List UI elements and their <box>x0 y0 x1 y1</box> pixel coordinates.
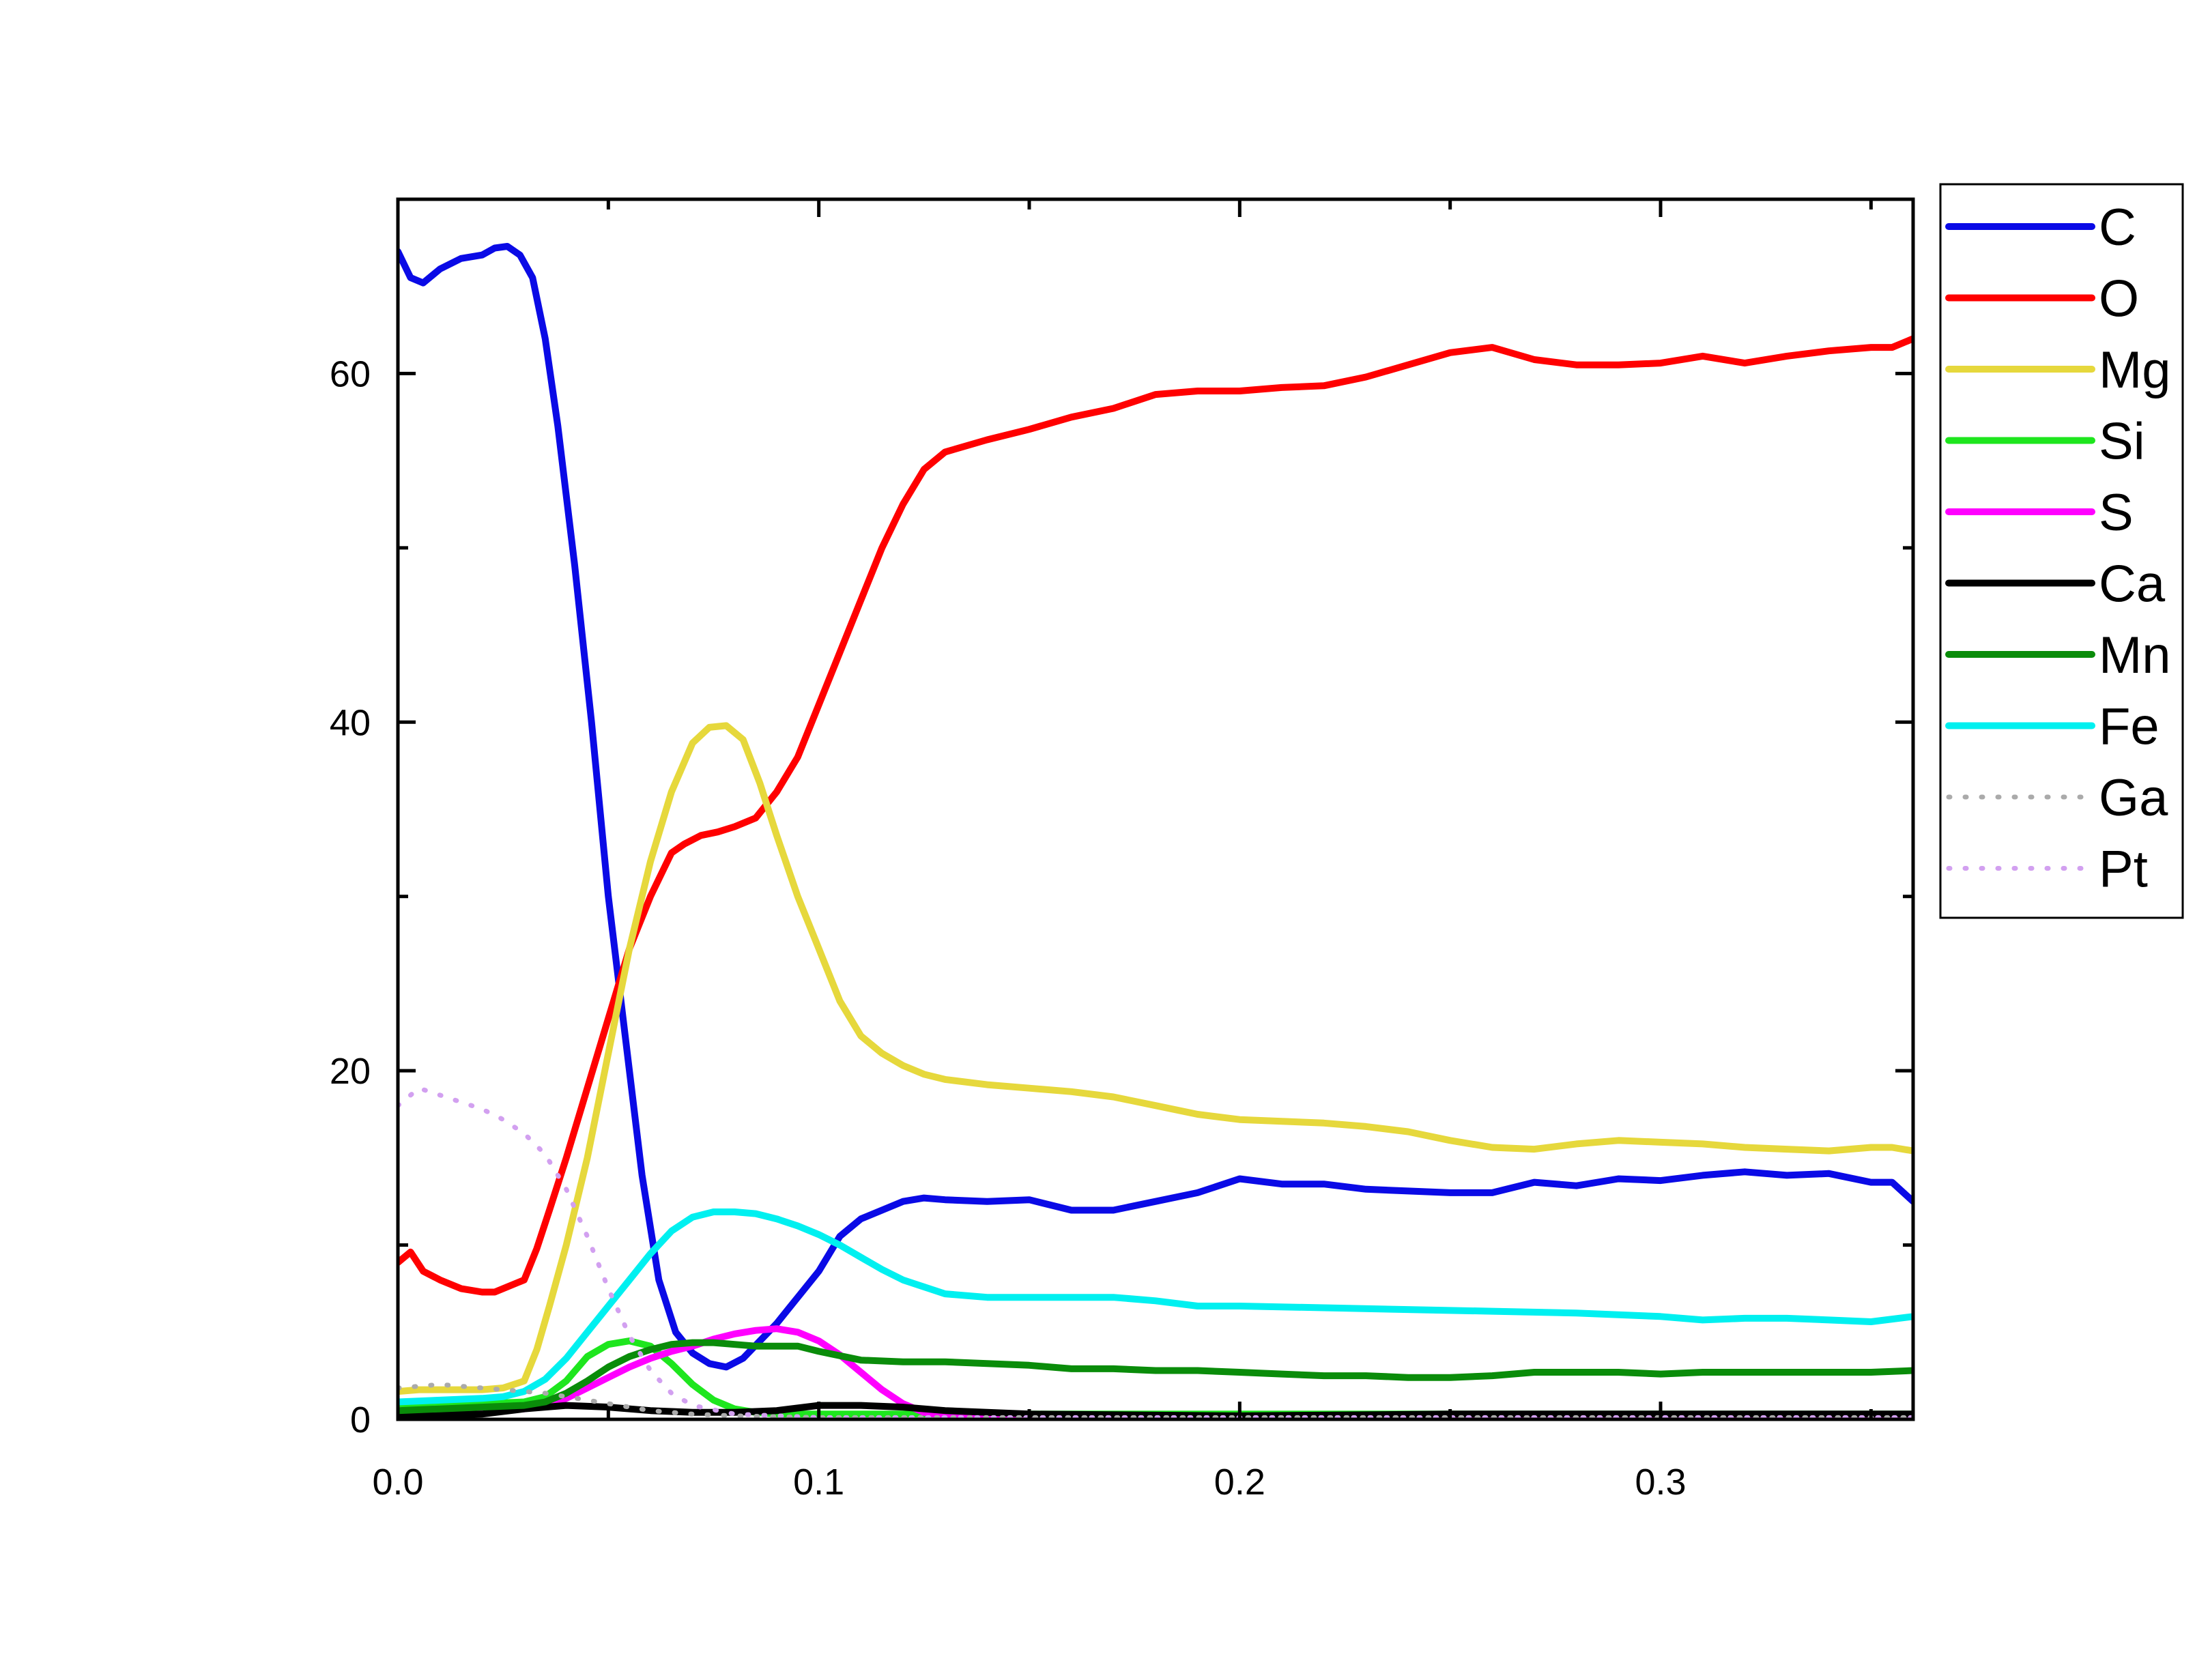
x-tick-label: 0.2 <box>1214 1462 1265 1503</box>
series-line-mg <box>398 722 1913 1395</box>
series-line-o <box>398 335 1913 1296</box>
legend-label: C <box>2099 199 2136 257</box>
legend-item-ga: Ga <box>1946 769 2168 827</box>
series-line-pt <box>398 1086 1913 1419</box>
series-line-ca <box>398 1402 1913 1419</box>
y-tick-label: 40 <box>330 702 371 743</box>
axes-layer: 0.0 0.1 0.2 0.3 0 20 40 60 <box>330 197 1915 1503</box>
x-tick-label: 0.1 <box>793 1462 844 1503</box>
legend-item-mg: Mg <box>1945 341 2171 399</box>
legend: CO Mg Si S Ca Mn Fe Ga Pt <box>1939 183 2184 919</box>
legend-label: S <box>2099 484 2134 542</box>
y-tick-label: 0 <box>350 1400 371 1440</box>
y-tick-label: 60 <box>330 353 371 394</box>
legend-item-o: O <box>1945 270 2139 328</box>
x-tick-label: 0.0 <box>372 1462 423 1503</box>
series-line-fe <box>398 1208 1913 1406</box>
legend-item-si: Si <box>1945 413 2145 471</box>
x-tick-label: 0.3 <box>1635 1462 1686 1503</box>
legend-label: Mg <box>2099 341 2171 399</box>
legend-label: Si <box>2099 413 2145 471</box>
legend-label: O <box>2099 270 2139 328</box>
series-line-ga <box>398 1382 1913 1419</box>
legend-item-ca: Ca <box>1945 555 2166 613</box>
legend-item-mn: Mn <box>1945 626 2171 684</box>
legend-label: Mn <box>2099 626 2171 684</box>
legend-label: Ca <box>2099 555 2166 613</box>
legend-label: Fe <box>2099 698 2160 756</box>
series-line-mn <box>398 1339 1913 1415</box>
plot-frame <box>396 197 1915 1421</box>
legend-item-c: C <box>1945 199 2136 257</box>
legend-label: Pt <box>2099 841 2148 899</box>
legend-item-s: S <box>1945 484 2134 542</box>
series-layer <box>398 243 1913 1419</box>
legend-item-pt: Pt <box>1946 841 2148 899</box>
legend-label: Ga <box>2099 769 2168 827</box>
series-line-c <box>398 243 1913 1371</box>
legend-item-fe: Fe <box>1945 698 2160 756</box>
y-tick-label: 20 <box>330 1051 371 1092</box>
